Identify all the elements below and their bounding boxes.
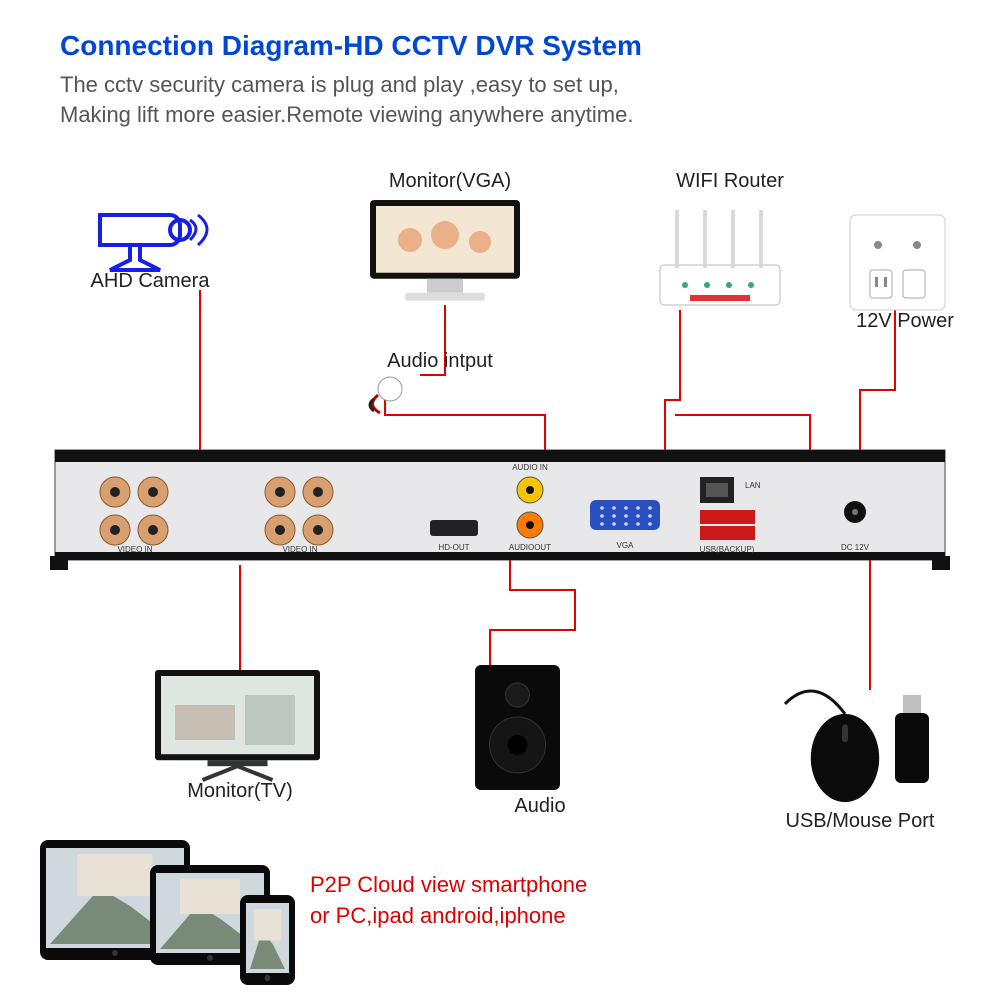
diagram-title: Connection Diagram-HD CCTV DVR System: [60, 30, 642, 62]
label-tv: Monitor(TV): [150, 780, 330, 803]
svg-text:HD-OUT: HD-OUT: [438, 543, 469, 552]
label-usb: USB/Mouse Port: [760, 810, 960, 833]
svg-text:AUDIO IN: AUDIO IN: [512, 463, 548, 472]
svg-text:VGA: VGA: [617, 541, 635, 550]
p2p-text: P2P Cloud view smartphone or PC,ipad and…: [310, 870, 587, 932]
svg-text:VIDEO IN: VIDEO IN: [282, 545, 317, 554]
label-wifi: WIFI Router: [640, 170, 820, 193]
svg-text:VIDEO IN: VIDEO IN: [117, 545, 152, 554]
svg-text:LAN: LAN: [745, 481, 761, 490]
label-ahd: AHD Camera: [60, 270, 240, 293]
label-audioin: Audio intput: [350, 350, 530, 373]
label-monitor: Monitor(VGA): [360, 170, 540, 193]
diagram-subtitle: The cctv security camera is plug and pla…: [60, 70, 633, 129]
svg-text:DC 12V: DC 12V: [841, 543, 870, 552]
label-audio: Audio: [480, 795, 600, 818]
svg-text:USB(BACKUP): USB(BACKUP): [700, 545, 755, 554]
svg-text:AUDIOOUT: AUDIOOUT: [509, 543, 551, 552]
label-power: 12V Power: [840, 310, 970, 333]
